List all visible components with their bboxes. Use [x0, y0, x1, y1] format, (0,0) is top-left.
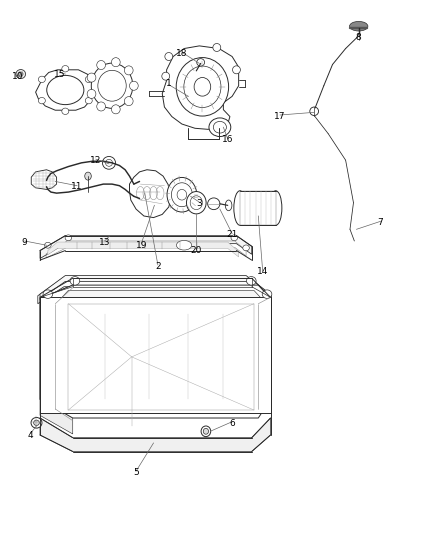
Polygon shape — [240, 191, 276, 225]
Text: 14: 14 — [257, 268, 268, 276]
Ellipse shape — [31, 417, 42, 428]
Text: 16: 16 — [222, 135, 233, 144]
Ellipse shape — [194, 77, 211, 96]
Ellipse shape — [130, 81, 138, 90]
Ellipse shape — [209, 118, 231, 136]
Ellipse shape — [233, 66, 240, 74]
Ellipse shape — [162, 72, 170, 80]
Ellipse shape — [87, 90, 96, 99]
Ellipse shape — [62, 108, 69, 115]
Ellipse shape — [97, 102, 106, 111]
Ellipse shape — [187, 191, 206, 214]
Ellipse shape — [270, 191, 282, 225]
Text: 17: 17 — [274, 112, 286, 121]
Ellipse shape — [197, 59, 205, 66]
Polygon shape — [40, 418, 271, 451]
Ellipse shape — [213, 44, 221, 52]
Ellipse shape — [65, 235, 72, 241]
Ellipse shape — [231, 235, 237, 241]
Text: 20: 20 — [191, 246, 202, 255]
Text: 11: 11 — [71, 182, 83, 191]
Polygon shape — [38, 277, 272, 304]
Ellipse shape — [85, 172, 91, 180]
Polygon shape — [40, 276, 271, 300]
Ellipse shape — [85, 98, 92, 104]
Text: 13: 13 — [99, 238, 110, 247]
Ellipse shape — [124, 96, 133, 106]
Ellipse shape — [87, 73, 96, 82]
Text: 9: 9 — [22, 238, 28, 247]
Text: 5: 5 — [133, 469, 139, 477]
Ellipse shape — [45, 243, 51, 248]
Text: 10: 10 — [11, 71, 23, 80]
Ellipse shape — [43, 290, 53, 298]
Ellipse shape — [225, 200, 232, 211]
Ellipse shape — [165, 53, 173, 61]
Text: 21: 21 — [226, 230, 238, 239]
Polygon shape — [31, 169, 57, 189]
Polygon shape — [40, 297, 271, 413]
Polygon shape — [40, 236, 252, 259]
Ellipse shape — [350, 21, 368, 31]
Ellipse shape — [62, 66, 69, 72]
Ellipse shape — [201, 426, 211, 437]
Ellipse shape — [247, 277, 256, 285]
Text: 12: 12 — [90, 156, 102, 165]
Ellipse shape — [34, 420, 39, 425]
Ellipse shape — [176, 58, 229, 116]
Text: 18: 18 — [176, 50, 187, 58]
Ellipse shape — [39, 76, 46, 83]
Text: 3: 3 — [197, 199, 202, 208]
Ellipse shape — [167, 177, 197, 212]
Text: 6: 6 — [229, 419, 235, 428]
Ellipse shape — [91, 63, 133, 108]
Ellipse shape — [124, 66, 133, 75]
Ellipse shape — [177, 240, 192, 250]
Ellipse shape — [18, 72, 23, 76]
Text: 2: 2 — [155, 262, 161, 271]
Ellipse shape — [310, 107, 318, 116]
Ellipse shape — [262, 290, 272, 298]
Text: 1: 1 — [166, 78, 172, 87]
Ellipse shape — [16, 69, 25, 78]
Ellipse shape — [111, 105, 120, 114]
Ellipse shape — [39, 98, 46, 104]
Ellipse shape — [177, 189, 187, 200]
Ellipse shape — [85, 76, 92, 83]
Ellipse shape — [243, 245, 249, 251]
Ellipse shape — [203, 429, 208, 434]
Text: 15: 15 — [54, 70, 65, 78]
Polygon shape — [130, 169, 171, 217]
Ellipse shape — [234, 191, 246, 225]
Text: 7: 7 — [378, 219, 383, 228]
Polygon shape — [40, 285, 73, 434]
Polygon shape — [35, 70, 93, 110]
Ellipse shape — [70, 277, 80, 285]
Polygon shape — [40, 285, 271, 418]
Text: 8: 8 — [356, 34, 362, 43]
Ellipse shape — [97, 61, 106, 69]
Ellipse shape — [102, 157, 116, 169]
Ellipse shape — [208, 198, 220, 209]
Text: 4: 4 — [28, 431, 33, 440]
Text: 19: 19 — [135, 241, 147, 250]
Polygon shape — [162, 46, 239, 130]
Polygon shape — [48, 242, 239, 257]
Ellipse shape — [111, 58, 120, 67]
Ellipse shape — [47, 75, 84, 104]
Polygon shape — [57, 290, 265, 406]
